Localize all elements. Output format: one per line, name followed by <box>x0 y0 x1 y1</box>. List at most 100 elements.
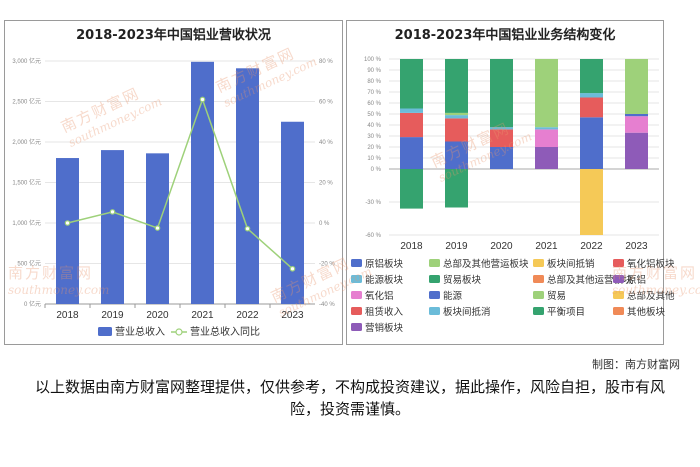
legend-label-revenue: 营业总收入 <box>115 325 165 338</box>
stack-segment <box>400 108 423 113</box>
y-axis-tick-label: 100 % <box>364 57 382 63</box>
legend-swatch <box>351 323 362 331</box>
legend-swatch-yoy-marker <box>175 328 183 336</box>
legend-label: 总部及其他营运板块 <box>443 258 529 270</box>
legend-swatch <box>351 275 362 283</box>
stack-segment <box>580 97 603 118</box>
y-axis-tick-label: 10 % <box>367 156 381 162</box>
stack-segment <box>445 118 468 142</box>
stack-segment <box>625 132 648 169</box>
legend-label-yoy: 营业总收入同比 <box>190 325 260 338</box>
legend-swatch <box>613 307 624 315</box>
structure-chart-panel: 2018-2023年中国铝业业务结构变化 -60 % -30 % 0 % 10 % 20… <box>346 20 675 345</box>
legend-label: 板块间抵消 <box>443 306 491 318</box>
legend-swatch <box>613 291 624 299</box>
legend-swatch <box>429 259 440 267</box>
x-axis-tick-label: 2023 <box>625 241 648 252</box>
legend-label: 总部及其他 <box>627 290 675 302</box>
x-axis-tick-label: 2022 <box>580 241 603 252</box>
legend-swatch <box>533 291 544 299</box>
x-axis-tick-label: 2021 <box>535 241 558 252</box>
y-axis-tick-label: 60 % <box>367 101 381 107</box>
y-axis-tick-label: -60 % <box>365 233 381 239</box>
revenue-bar <box>236 68 259 304</box>
legend-label: 贸易板块 <box>443 274 482 286</box>
left-axis-tick-label: 0 亿元 <box>24 300 41 308</box>
yoy-point <box>244 225 251 232</box>
stack-segment <box>490 129 513 147</box>
revenue-chart-panel: 2018-2023年中国铝业营收状况 0 亿元 500 亿元 1,000 亿元 1,5… <box>4 20 343 345</box>
stack-segment <box>490 59 513 128</box>
legend-swatch <box>533 275 544 283</box>
legend-swatch <box>351 259 362 267</box>
stack-segment <box>400 137 423 169</box>
chart-credit: 制图：南方财富网 <box>592 358 680 371</box>
right-axis-tick-label: 20 % <box>319 181 333 187</box>
y-axis-tick-label: 80 % <box>367 79 381 85</box>
left-axis-tick-label: 2,500 亿元 <box>12 98 41 106</box>
left-axis-tick-label: 1,500 亿元 <box>12 179 41 187</box>
stack-segment <box>445 112 468 116</box>
legend-label: 能源 <box>443 290 463 302</box>
stack-segment <box>445 115 468 119</box>
stack-segment <box>535 147 558 169</box>
revenue-bar <box>56 158 79 304</box>
revenue-bar <box>281 121 304 304</box>
stack-segment <box>580 117 603 169</box>
disclaimer-text: 以上数据由南方财富网整理提供，仅供参考，不构成投资建议，据此操作，风险自担，股市… <box>34 378 665 418</box>
legend-label: 平衡项目 <box>547 306 585 318</box>
yoy-point <box>199 96 206 103</box>
legend-swatch <box>429 307 440 315</box>
stack-segment <box>580 169 603 235</box>
legend-label: 原铝板块 <box>365 258 404 270</box>
x-axis-tick-label: 2021 <box>191 310 214 321</box>
legend-swatch <box>351 291 362 299</box>
x-axis-tick-label: 2019 <box>101 310 124 321</box>
legend-swatch <box>533 307 544 315</box>
yoy-point <box>109 209 116 215</box>
stack-segment <box>400 59 423 109</box>
y-axis-tick-label: 30 % <box>367 134 381 140</box>
y-axis-tick-label: 90 % <box>367 68 381 74</box>
legend-swatch <box>429 275 440 283</box>
y-axis-tick-label: 20 % <box>367 145 381 151</box>
x-axis-tick-label: 2023 <box>281 310 304 321</box>
left-axis-tick-label: 500 亿元 <box>17 260 41 268</box>
stack-segment <box>445 141 468 169</box>
yoy-point <box>154 225 161 231</box>
legend-label: 氧化铝板块 <box>627 258 675 270</box>
stack-segment <box>400 112 423 138</box>
stack-segment <box>625 114 648 117</box>
right-axis-tick-label: -40 % <box>319 302 335 308</box>
right-axis-tick-label: 40 % <box>319 140 333 146</box>
x-axis-tick-label: 2020 <box>490 241 513 252</box>
x-axis-tick-label: 2019 <box>445 241 468 252</box>
left-axis-tick-label: 1,000 亿元 <box>12 219 41 227</box>
legend-swatch <box>613 275 624 283</box>
structure-chart-svg: -60 % -30 % 0 % 10 % 20 % 30 % 40 % 50 % 60 % 70 … <box>351 57 675 334</box>
yoy-line <box>67 97 293 270</box>
legend-label: 营销板块 <box>365 322 404 334</box>
structure-chart-title: 2018-2023年中国铝业业务结构变化 <box>394 28 616 43</box>
left-axis-tick-label: 2,000 亿元 <box>12 138 41 146</box>
legend-label: 贸易 <box>547 290 566 302</box>
legend-label: 能源板块 <box>365 274 404 286</box>
stack-segment <box>490 127 513 130</box>
legend-label: 其他板块 <box>627 306 666 318</box>
stack-segment <box>490 147 513 169</box>
y-axis-tick-label: 70 % <box>367 90 381 96</box>
stack-segment <box>535 129 558 147</box>
legend-swatch <box>533 259 544 267</box>
stack-segment <box>445 59 468 113</box>
x-axis-tick-label: 2018 <box>400 241 423 252</box>
legend-label: 板块间抵销 <box>547 258 595 270</box>
stack-segment <box>580 93 603 98</box>
stack-segment <box>580 59 603 94</box>
stack-segment <box>445 169 468 208</box>
revenue-chart-title: 2018-2023年中国铝业营收状况 <box>76 28 271 43</box>
stack-segment <box>625 116 648 133</box>
stack-segment <box>625 59 648 114</box>
revenue-bar <box>191 61 214 305</box>
left-axis-tick-label: 3,000 亿元 <box>12 57 41 65</box>
y-axis-tick-label: 40 % <box>367 123 381 129</box>
